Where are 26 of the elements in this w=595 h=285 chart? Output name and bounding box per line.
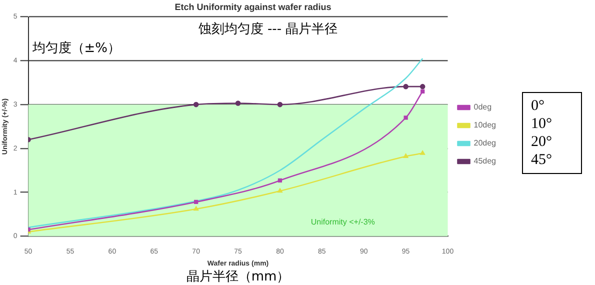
text: 0° <box>531 97 546 115</box>
point <box>420 89 425 94</box>
chart-title: Etch Uniformity against wafer radius <box>174 2 332 12</box>
point <box>403 84 408 90</box>
text: 45° <box>531 151 553 169</box>
point <box>278 178 282 183</box>
point <box>403 154 408 158</box>
legend-label: 20deg <box>474 138 496 148</box>
point <box>277 102 283 108</box>
point <box>235 100 241 106</box>
legend-label: 10deg <box>474 120 496 130</box>
point <box>194 200 198 204</box>
point <box>404 116 408 120</box>
point <box>193 102 199 108</box>
annotation: 均匀度（±%） <box>31 40 121 56</box>
legend-label: 0deg <box>474 102 492 112</box>
text: 10° <box>531 115 553 133</box>
band-label: Uniformity <+/-3% <box>310 217 375 226</box>
point <box>278 188 282 193</box>
point <box>194 206 198 211</box>
point <box>420 150 425 155</box>
legend-label: 45deg <box>474 156 496 166</box>
annotation: 蚀刻均匀度 --- 晶片半径 <box>198 21 338 38</box>
text: 晶片半径（mm） <box>186 269 290 284</box>
point <box>420 84 426 90</box>
text: 20° <box>531 133 553 151</box>
